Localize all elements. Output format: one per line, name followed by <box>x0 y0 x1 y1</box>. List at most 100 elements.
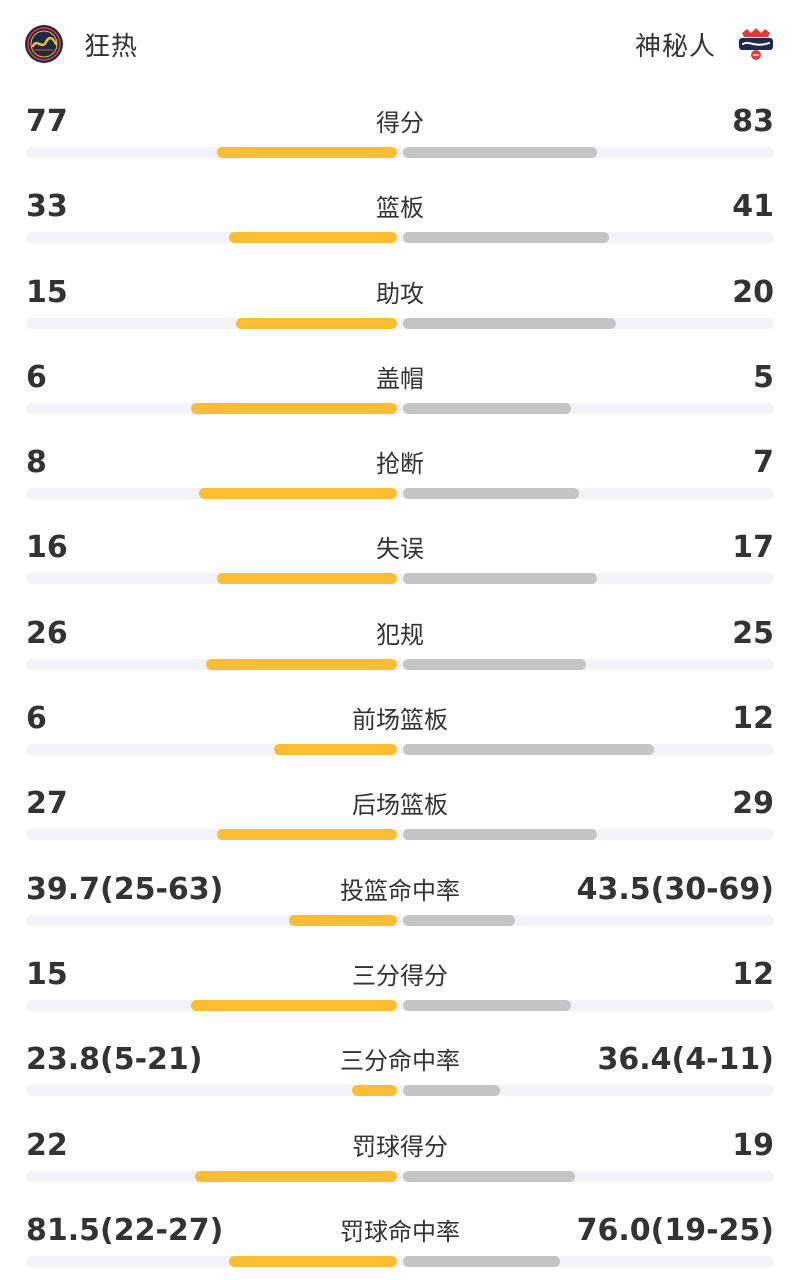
home-stat-value: 33 <box>26 189 68 225</box>
stat-label: 三分得分 <box>352 961 448 990</box>
away-stat-value: 17 <box>732 530 774 566</box>
stat-bar-track <box>26 147 774 158</box>
stat-row: 15 助攻 20 <box>0 257 800 342</box>
stat-bar-track <box>26 573 774 585</box>
home-stat-value: 6 <box>26 701 47 737</box>
home-stat-bar <box>191 999 397 1011</box>
away-stat-value: 36.4(4-11) <box>597 1042 774 1078</box>
away-stat-value: 7 <box>753 445 774 481</box>
home-stat-bar <box>229 1255 397 1267</box>
stat-bar-track <box>26 914 774 926</box>
home-stat-value: 16 <box>26 530 68 566</box>
home-stat-value: 77 <box>26 104 68 139</box>
stat-row: 16 失误 17 <box>0 512 800 597</box>
home-stat-bar <box>217 829 397 841</box>
home-stat-bar <box>217 147 397 158</box>
home-stat-value: 15 <box>26 956 68 992</box>
away-stat-value: 43.5(30-69) <box>576 871 774 907</box>
stat-bar-track <box>26 1085 774 1097</box>
stat-label: 前场篮板 <box>352 706 448 735</box>
away-stat-bar <box>403 658 586 670</box>
stat-bar-track <box>26 658 774 670</box>
away-team[interactable]: 神秘人 <box>635 22 776 66</box>
away-stat-value: 12 <box>732 956 774 992</box>
away-stat-value: 20 <box>732 274 774 310</box>
stat-row: 27 后场篮板 29 <box>0 768 800 853</box>
home-team-name: 狂热 <box>84 31 139 62</box>
away-stat-bar <box>403 829 597 841</box>
away-stat-value: 29 <box>732 786 774 822</box>
home-stat-bar <box>217 573 397 585</box>
away-stat-bar <box>403 1255 560 1267</box>
stat-row: 8 抢断 7 <box>0 427 800 512</box>
home-stat-value: 81.5(22-27) <box>26 1212 224 1248</box>
stat-label: 罚球得分 <box>352 1132 448 1161</box>
away-stat-value: 76.0(19-25) <box>576 1212 774 1248</box>
stat-bar-track <box>26 232 774 244</box>
team-stats-comparison: 77 得分 83 33 篮板 41 15 助攻 20 6 盖帽 5 8 抢断 7 16 失误 17 26 犯规 25 6 前… <box>0 86 800 1280</box>
stat-label: 犯规 <box>376 620 424 649</box>
stat-label: 罚球命中率 <box>340 1217 460 1246</box>
fever-logo-icon <box>25 25 63 63</box>
away-stat-value: 25 <box>732 615 774 651</box>
away-stat-bar <box>403 232 609 244</box>
home-stat-value: 23.8(5-21) <box>26 1042 203 1078</box>
mystics-logo-icon <box>739 28 773 60</box>
home-stat-value: 8 <box>26 445 47 481</box>
home-stat-bar <box>229 232 397 244</box>
stat-label: 三分命中率 <box>340 1047 460 1076</box>
away-stat-bar <box>403 402 571 414</box>
away-stat-bar <box>403 573 597 585</box>
home-stat-value: 27 <box>26 786 68 822</box>
home-stat-bar <box>199 488 397 500</box>
away-stat-bar <box>403 317 616 329</box>
away-team-name: 神秘人 <box>634 31 716 62</box>
home-stat-bar <box>352 1085 397 1097</box>
away-stat-value: 41 <box>732 189 774 225</box>
home-stat-value: 6 <box>26 359 47 395</box>
away-stat-bar <box>403 914 515 926</box>
stat-row: 15 三分得分 12 <box>0 939 800 1024</box>
stat-row: 23.8(5-21) 三分命中率 36.4(4-11) <box>0 1024 800 1109</box>
away-stat-bar <box>403 488 579 500</box>
stat-row: 77 得分 83 <box>0 86 800 171</box>
home-stat-value: 22 <box>26 1127 68 1163</box>
home-stat-value: 26 <box>26 615 68 651</box>
stat-row: 6 盖帽 5 <box>0 342 800 427</box>
stat-row: 81.5(22-27) 罚球命中率 76.0(19-25) <box>0 1195 800 1280</box>
home-stat-bar <box>289 914 397 926</box>
stat-label: 失误 <box>376 535 424 564</box>
home-stat-bar <box>274 744 397 756</box>
stat-label: 投篮命中率 <box>340 876 460 905</box>
stat-row: 26 犯规 25 <box>0 598 800 683</box>
away-stat-bar <box>403 1170 575 1182</box>
home-stat-value: 15 <box>26 274 68 310</box>
away-stat-value: 83 <box>732 104 774 139</box>
home-stat-value: 39.7(25-63) <box>26 871 224 907</box>
stat-row: 39.7(25-63) 投篮命中率 43.5(30-69) <box>0 854 800 939</box>
stat-label: 助攻 <box>376 279 424 308</box>
stat-label: 抢断 <box>376 450 424 479</box>
stat-bar-track <box>26 488 774 500</box>
stat-row: 22 罚球得分 19 <box>0 1110 800 1195</box>
home-stat-bar <box>195 1170 397 1182</box>
away-stat-bar <box>403 1085 500 1097</box>
stat-row: 33 篮板 41 <box>0 171 800 256</box>
stat-label: 盖帽 <box>376 364 424 393</box>
matchup-header: 狂热 神秘人 <box>0 0 800 86</box>
away-stat-bar <box>403 744 654 756</box>
stat-bar-track <box>26 1170 774 1182</box>
stat-label: 得分 <box>376 109 424 137</box>
home-stat-bar <box>206 658 397 670</box>
away-stat-value: 19 <box>732 1127 774 1163</box>
home-stat-bar <box>191 402 397 414</box>
stat-bar-track <box>26 999 774 1011</box>
away-stat-value: 12 <box>732 701 774 737</box>
home-team[interactable]: 狂热 <box>24 22 138 66</box>
stat-label: 后场篮板 <box>352 791 448 820</box>
away-stat-bar <box>403 147 597 158</box>
stat-label: 篮板 <box>376 194 424 223</box>
stat-bar-track <box>26 744 774 756</box>
away-stat-value: 5 <box>753 359 774 395</box>
stat-bar-track <box>26 317 774 329</box>
